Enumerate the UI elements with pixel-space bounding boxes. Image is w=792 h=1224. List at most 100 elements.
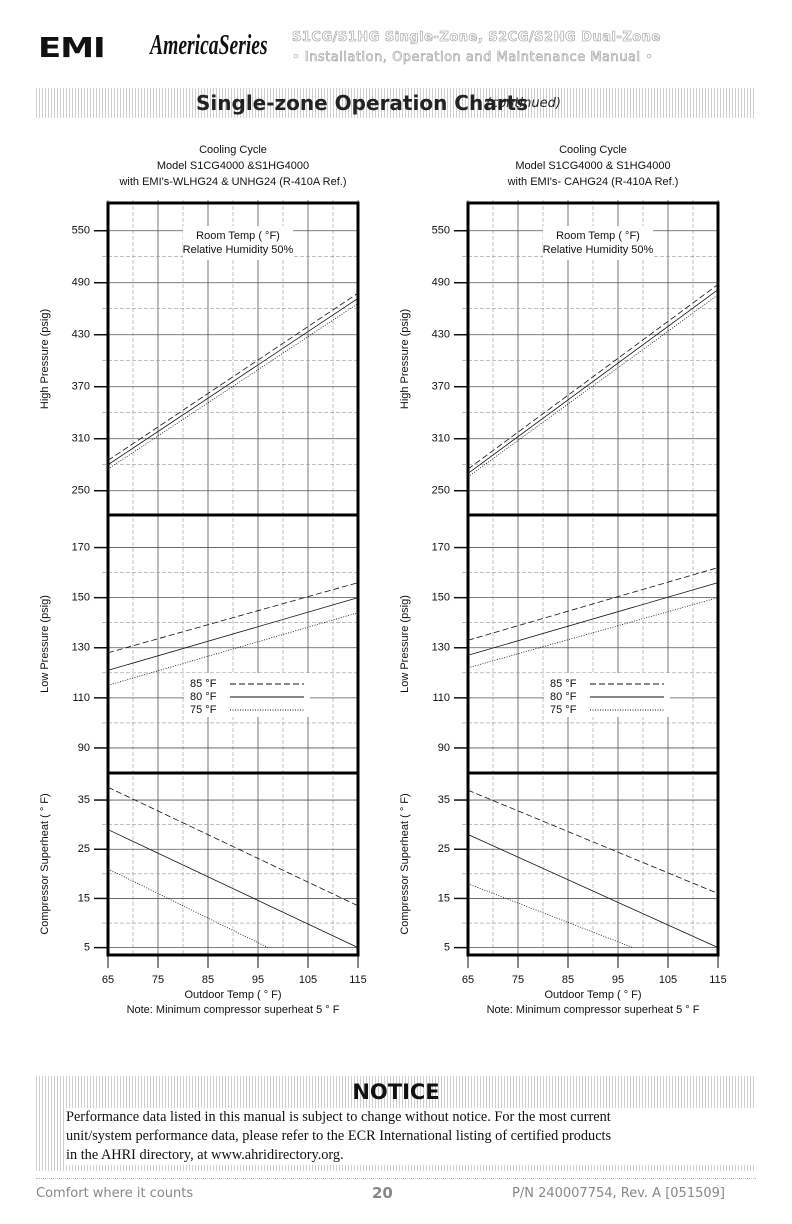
x-tick-label: 75 xyxy=(152,974,164,986)
chart-title: Model S1CG4000 &S1HG4000 xyxy=(157,160,309,172)
x-tick-label: 85 xyxy=(202,974,214,986)
y-tick-label: 130 xyxy=(432,642,450,654)
series-line xyxy=(467,294,719,478)
y-tick-label: 90 xyxy=(78,742,90,754)
notice-line: unit/system performance data, please ref… xyxy=(66,1128,612,1144)
x-note: Note: Minimum compressor superheat 5 ° F xyxy=(487,1004,700,1016)
y-tick-label: 490 xyxy=(432,277,450,289)
x-tick-label: 85 xyxy=(562,974,574,986)
chart-title: with EMI's-WLHG24 & UNHG24 (R-410A Ref.) xyxy=(118,176,346,188)
y-tick-label: 90 xyxy=(438,742,450,754)
legend-label: 75 °F xyxy=(190,704,217,716)
chart-title: Cooling Cycle xyxy=(199,144,267,156)
legend-label: 85 °F xyxy=(190,678,217,690)
x-tick-label: 65 xyxy=(102,974,114,986)
x-tick-label: 95 xyxy=(612,974,624,986)
series-line xyxy=(467,284,719,470)
y-tick-label: 150 xyxy=(432,592,450,604)
banner-title: Single-zone Operation Charts xyxy=(196,91,529,115)
y-tick-label: 310 xyxy=(432,433,450,445)
x-tick-label: 95 xyxy=(252,974,264,986)
notice-body: Performance data listed in this manual i… xyxy=(66,1108,756,1165)
footer-left: Comfort where it counts xyxy=(36,1186,194,1201)
y-tick-label: 310 xyxy=(72,433,90,445)
y-tick-label: 15 xyxy=(78,892,90,904)
annotation: Room Temp ( °F) xyxy=(196,230,280,242)
series-line xyxy=(107,292,359,461)
x-axis-label: Outdoor Temp ( ° F) xyxy=(184,989,281,1001)
charts: Cooling Cycle Model S1CG4000 &S1HG4000 wit… xyxy=(39,144,727,1016)
legend-label: 85 °F xyxy=(550,678,577,690)
y-tick-label: 170 xyxy=(72,541,90,553)
y-tick-label: 5 xyxy=(84,942,90,954)
x-axis-label: Outdoor Temp ( ° F) xyxy=(544,989,641,1001)
legend-label: 80 °F xyxy=(550,691,577,703)
annotation: Room Temp ( °F) xyxy=(556,230,640,242)
footer-right: P/N 240007754, Rev. A [051509] xyxy=(512,1186,725,1201)
y-tick-label: 110 xyxy=(72,692,90,704)
page-number: 20 xyxy=(372,1184,393,1202)
y-tick-label: 430 xyxy=(432,329,450,341)
x-tick-label: 105 xyxy=(299,974,317,986)
series-line xyxy=(107,829,359,948)
logo: EMI xyxy=(38,32,106,64)
series-line xyxy=(107,298,359,466)
y-tick-label: 130 xyxy=(72,642,90,654)
y-tick-label: 370 xyxy=(72,381,90,393)
y-tick-label: 5 xyxy=(444,942,450,954)
y-tick-label: 110 xyxy=(432,692,450,704)
y-tick-label: 490 xyxy=(72,277,90,289)
chart-title: Cooling Cycle xyxy=(559,144,627,156)
series-line xyxy=(107,582,359,654)
annotation: Relative Humidity 50% xyxy=(183,244,294,256)
y-tick-label: 15 xyxy=(438,892,450,904)
y-tick-label: 250 xyxy=(432,485,450,497)
y-tick-label: 250 xyxy=(72,485,90,497)
banner-note: (continued) xyxy=(486,96,561,111)
x-note: Note: Minimum compressor superheat 5 ° F xyxy=(127,1004,340,1016)
y-tick-label: 550 xyxy=(72,225,90,237)
x-tick-label: 105 xyxy=(659,974,677,986)
notice-line: in the AHRI directory, at www.ahridirect… xyxy=(66,1147,344,1163)
x-tick-label: 115 xyxy=(349,974,367,986)
series-line xyxy=(467,567,719,641)
legend-label: 80 °F xyxy=(190,691,217,703)
y-axis-label: Low Pressure (psig) xyxy=(39,595,51,693)
annotation: Relative Humidity 50% xyxy=(543,244,654,256)
y-axis-label: High Pressure (psig) xyxy=(39,309,51,409)
y-tick-label: 25 xyxy=(438,843,450,855)
series-line xyxy=(467,883,634,948)
series-line xyxy=(107,868,269,948)
series-line xyxy=(467,597,719,669)
legend-box xyxy=(544,673,670,717)
chart-title: Model S1CG4000 & S1HG4000 xyxy=(515,160,670,172)
legend-box xyxy=(184,673,310,717)
y-tick-label: 430 xyxy=(72,329,90,341)
x-tick-label: 65 xyxy=(462,974,474,986)
y-axis-label: Compressor Superheat ( ° F) xyxy=(399,793,411,934)
y-tick-label: 150 xyxy=(72,592,90,604)
notice-title: NOTICE xyxy=(352,1080,440,1104)
y-tick-label: 550 xyxy=(432,225,450,237)
notice-line: Performance data listed in this manual i… xyxy=(66,1109,611,1125)
brand: AmericaSeries xyxy=(150,30,268,61)
series-line xyxy=(107,612,359,686)
y-tick-label: 370 xyxy=(432,381,450,393)
y-axis-label: Low Pressure (psig) xyxy=(399,595,411,693)
y-axis-label: High Pressure (psig) xyxy=(399,309,411,409)
annotation-box xyxy=(543,226,653,260)
notice: NOTICE Performance data listed in this m… xyxy=(36,1076,756,1171)
series-line xyxy=(467,582,719,656)
header-subtitle: • Installation, Operation and Maintenanc… xyxy=(292,50,654,66)
series-line xyxy=(467,789,719,894)
x-tick-label: 115 xyxy=(709,974,727,986)
series-line xyxy=(467,834,719,948)
footer-rule xyxy=(36,1178,756,1179)
chart-title: with EMI's- CAHG24 (R-410A Ref.) xyxy=(507,176,679,188)
header-title: S1CG/S1HG Single-Zone, S2CG/S2HG Dual-Zo… xyxy=(292,30,661,46)
x-tick-label: 75 xyxy=(512,974,524,986)
panel-frame xyxy=(106,771,360,957)
series-line xyxy=(107,786,359,907)
banner: Single-zone Operation Charts (continued) xyxy=(36,88,756,118)
